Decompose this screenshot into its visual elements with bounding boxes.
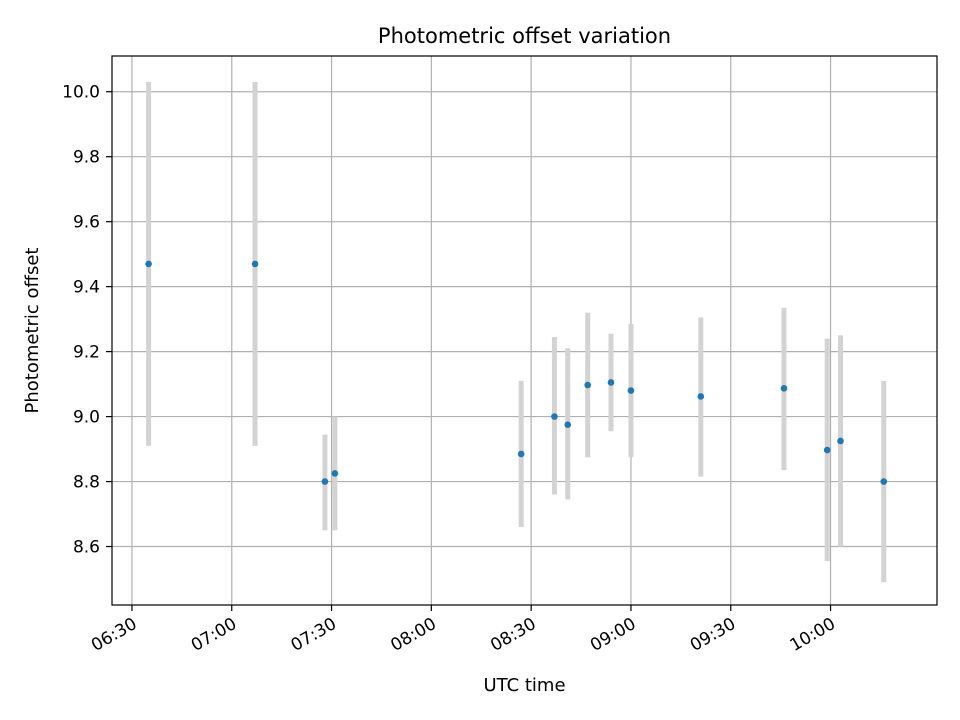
data-point [823,446,831,454]
data-point [331,470,339,477]
y-tick-label: 9.2 [73,343,100,363]
data-point [627,387,635,394]
data-points [145,260,888,485]
data-point [780,385,788,392]
y-tick-label: 8.8 [73,473,100,493]
x-axis-title: UTC time [483,675,565,696]
data-point [584,381,592,389]
data-point [145,260,152,268]
y-tick-label: 9.8 [73,148,100,168]
data-point [551,413,558,420]
y-axis-title: Photometric offset [22,248,43,414]
data-point [321,478,329,485]
data-point [517,450,525,458]
data-point [564,421,572,429]
chart-title: Photometric offset variation [378,24,671,48]
y-tick-label: 8.6 [73,538,100,558]
y-tick-label: 9.6 [73,213,100,233]
data-point [697,393,705,400]
data-point [251,260,259,268]
y-axis-ticks: 8.6 8.8 9.0 9.2 9.4 9.6 9.8 10.0 [62,83,112,558]
data-point [607,379,615,386]
data-point [880,478,888,485]
y-tick-label: 10.0 [62,83,100,103]
y-tick-label: 9.0 [73,408,100,428]
y-tick-label: 9.4 [73,278,100,298]
data-point [837,437,844,445]
plot-frame [111,55,938,606]
